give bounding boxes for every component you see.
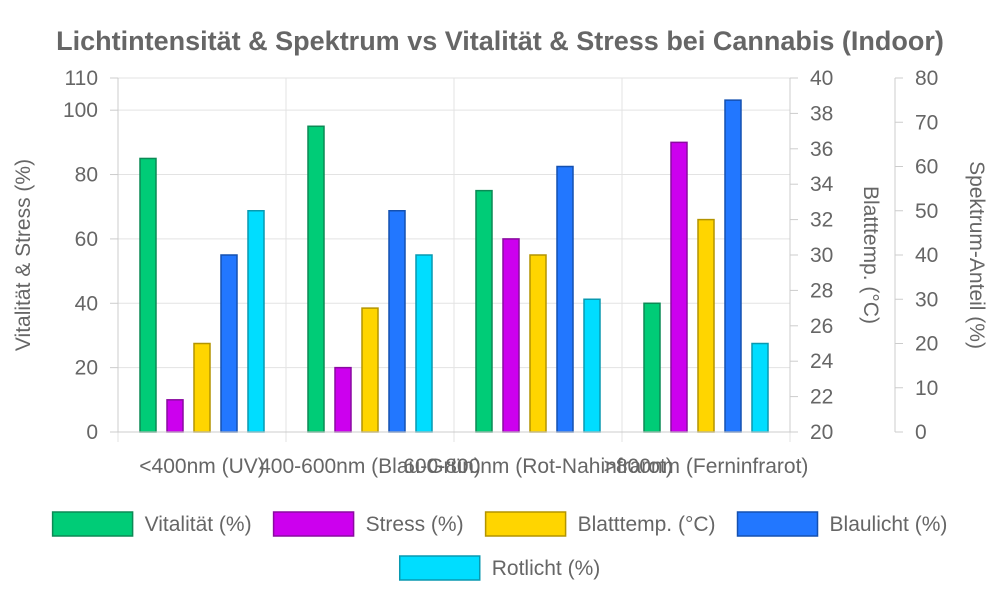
bar [220, 254, 238, 433]
bar [193, 342, 211, 433]
tick-label-mid: 30 [810, 244, 833, 267]
tick-label-mid: 28 [810, 279, 833, 302]
legend-label: Vitalität (%) [145, 513, 252, 536]
tick-label-right: 0 [915, 421, 927, 444]
tick-label-left: 80 [75, 164, 98, 187]
bar [697, 218, 715, 433]
bar [724, 99, 742, 433]
y-left-axis-label: Vitalität & Stress (%) [12, 159, 35, 351]
bar [388, 210, 406, 433]
tick-label-right: 80 [915, 67, 938, 90]
legend-item[interactable]: Vitalität (%) [51, 511, 252, 537]
grid-lines [117, 77, 791, 442]
bar [334, 366, 352, 433]
legend-swatch [51, 511, 134, 537]
tick-label-mid: 20 [810, 421, 833, 444]
chart-title: Lichtintensität & Spektrum vs Vitalität … [56, 26, 944, 56]
bar [475, 189, 493, 433]
tick-label-right: 20 [915, 333, 938, 356]
tick-label-left: 40 [75, 292, 98, 315]
category-label: >800nm (Ferninfrarot) [604, 455, 809, 478]
bar [643, 302, 661, 433]
bar [139, 157, 157, 433]
legend-item[interactable]: Blaulicht (%) [736, 511, 948, 537]
bars [139, 99, 769, 433]
bar [583, 298, 601, 433]
legend-item[interactable]: Stress (%) [272, 511, 464, 537]
category-label: 600-800nm (Rot-Nahinfrarot) [403, 455, 673, 478]
legend-swatch [272, 511, 355, 537]
bar [529, 254, 547, 433]
bar [361, 307, 379, 433]
bar [415, 254, 433, 433]
bar [307, 125, 325, 433]
y-mid-axis-label: Blatttemp. (°C) [859, 186, 882, 324]
tick-label-mid: 26 [810, 315, 833, 338]
legend-item[interactable]: Rotlicht (%) [398, 555, 601, 581]
bar [670, 141, 688, 433]
legend-label: Rotlicht (%) [492, 557, 601, 580]
bar [556, 165, 574, 433]
legend-label: Stress (%) [366, 513, 464, 536]
legend-label: Blaulicht (%) [830, 513, 948, 536]
tick-label-left: 0 [86, 421, 98, 444]
tick-label-right: 50 [915, 200, 938, 223]
bar [247, 210, 265, 433]
tick-label-left: 20 [75, 357, 98, 380]
tick-label-right: 30 [915, 288, 938, 311]
tick-label-left: 110 [65, 67, 98, 90]
tick-label-mid: 40 [810, 67, 833, 90]
y-right-axis-label: Spektrum-Anteil (%) [965, 161, 988, 349]
legend-swatch [484, 511, 567, 537]
category-label: <400nm (UV) [139, 455, 264, 478]
legend-item[interactable]: Blatttemp. (°C) [484, 511, 716, 537]
legend-label: Blatttemp. (°C) [578, 513, 716, 536]
bar [751, 342, 769, 433]
tick-label-mid: 34 [810, 173, 834, 196]
tick-label-mid: 38 [810, 102, 833, 125]
tick-label-mid: 32 [810, 209, 833, 232]
legend-swatch [736, 511, 819, 537]
tick-label-left: 100 [63, 99, 98, 122]
bar [502, 238, 520, 433]
category-label: 400-600nm (Blau-Grün) [259, 455, 481, 478]
tick-label-right: 60 [915, 156, 938, 179]
legend-swatch [398, 555, 481, 581]
tick-label-right: 10 [915, 377, 938, 400]
axes: 0 20 40 60 80 100 110 20 22 24 26 28 30 32 34 36 38 40 0 10… [63, 67, 938, 478]
bar [166, 399, 184, 433]
tick-label-mid: 36 [810, 138, 833, 161]
tick-label-mid: 24 [810, 350, 834, 373]
tick-label-left: 60 [75, 228, 98, 251]
tick-label-right: 40 [915, 244, 938, 267]
tick-label-right: 70 [915, 111, 938, 134]
tick-label-mid: 22 [810, 386, 833, 409]
legend[interactable]: Vitalität (%) Stress (%) Blatttemp. (°C) Bl… [51, 511, 948, 581]
